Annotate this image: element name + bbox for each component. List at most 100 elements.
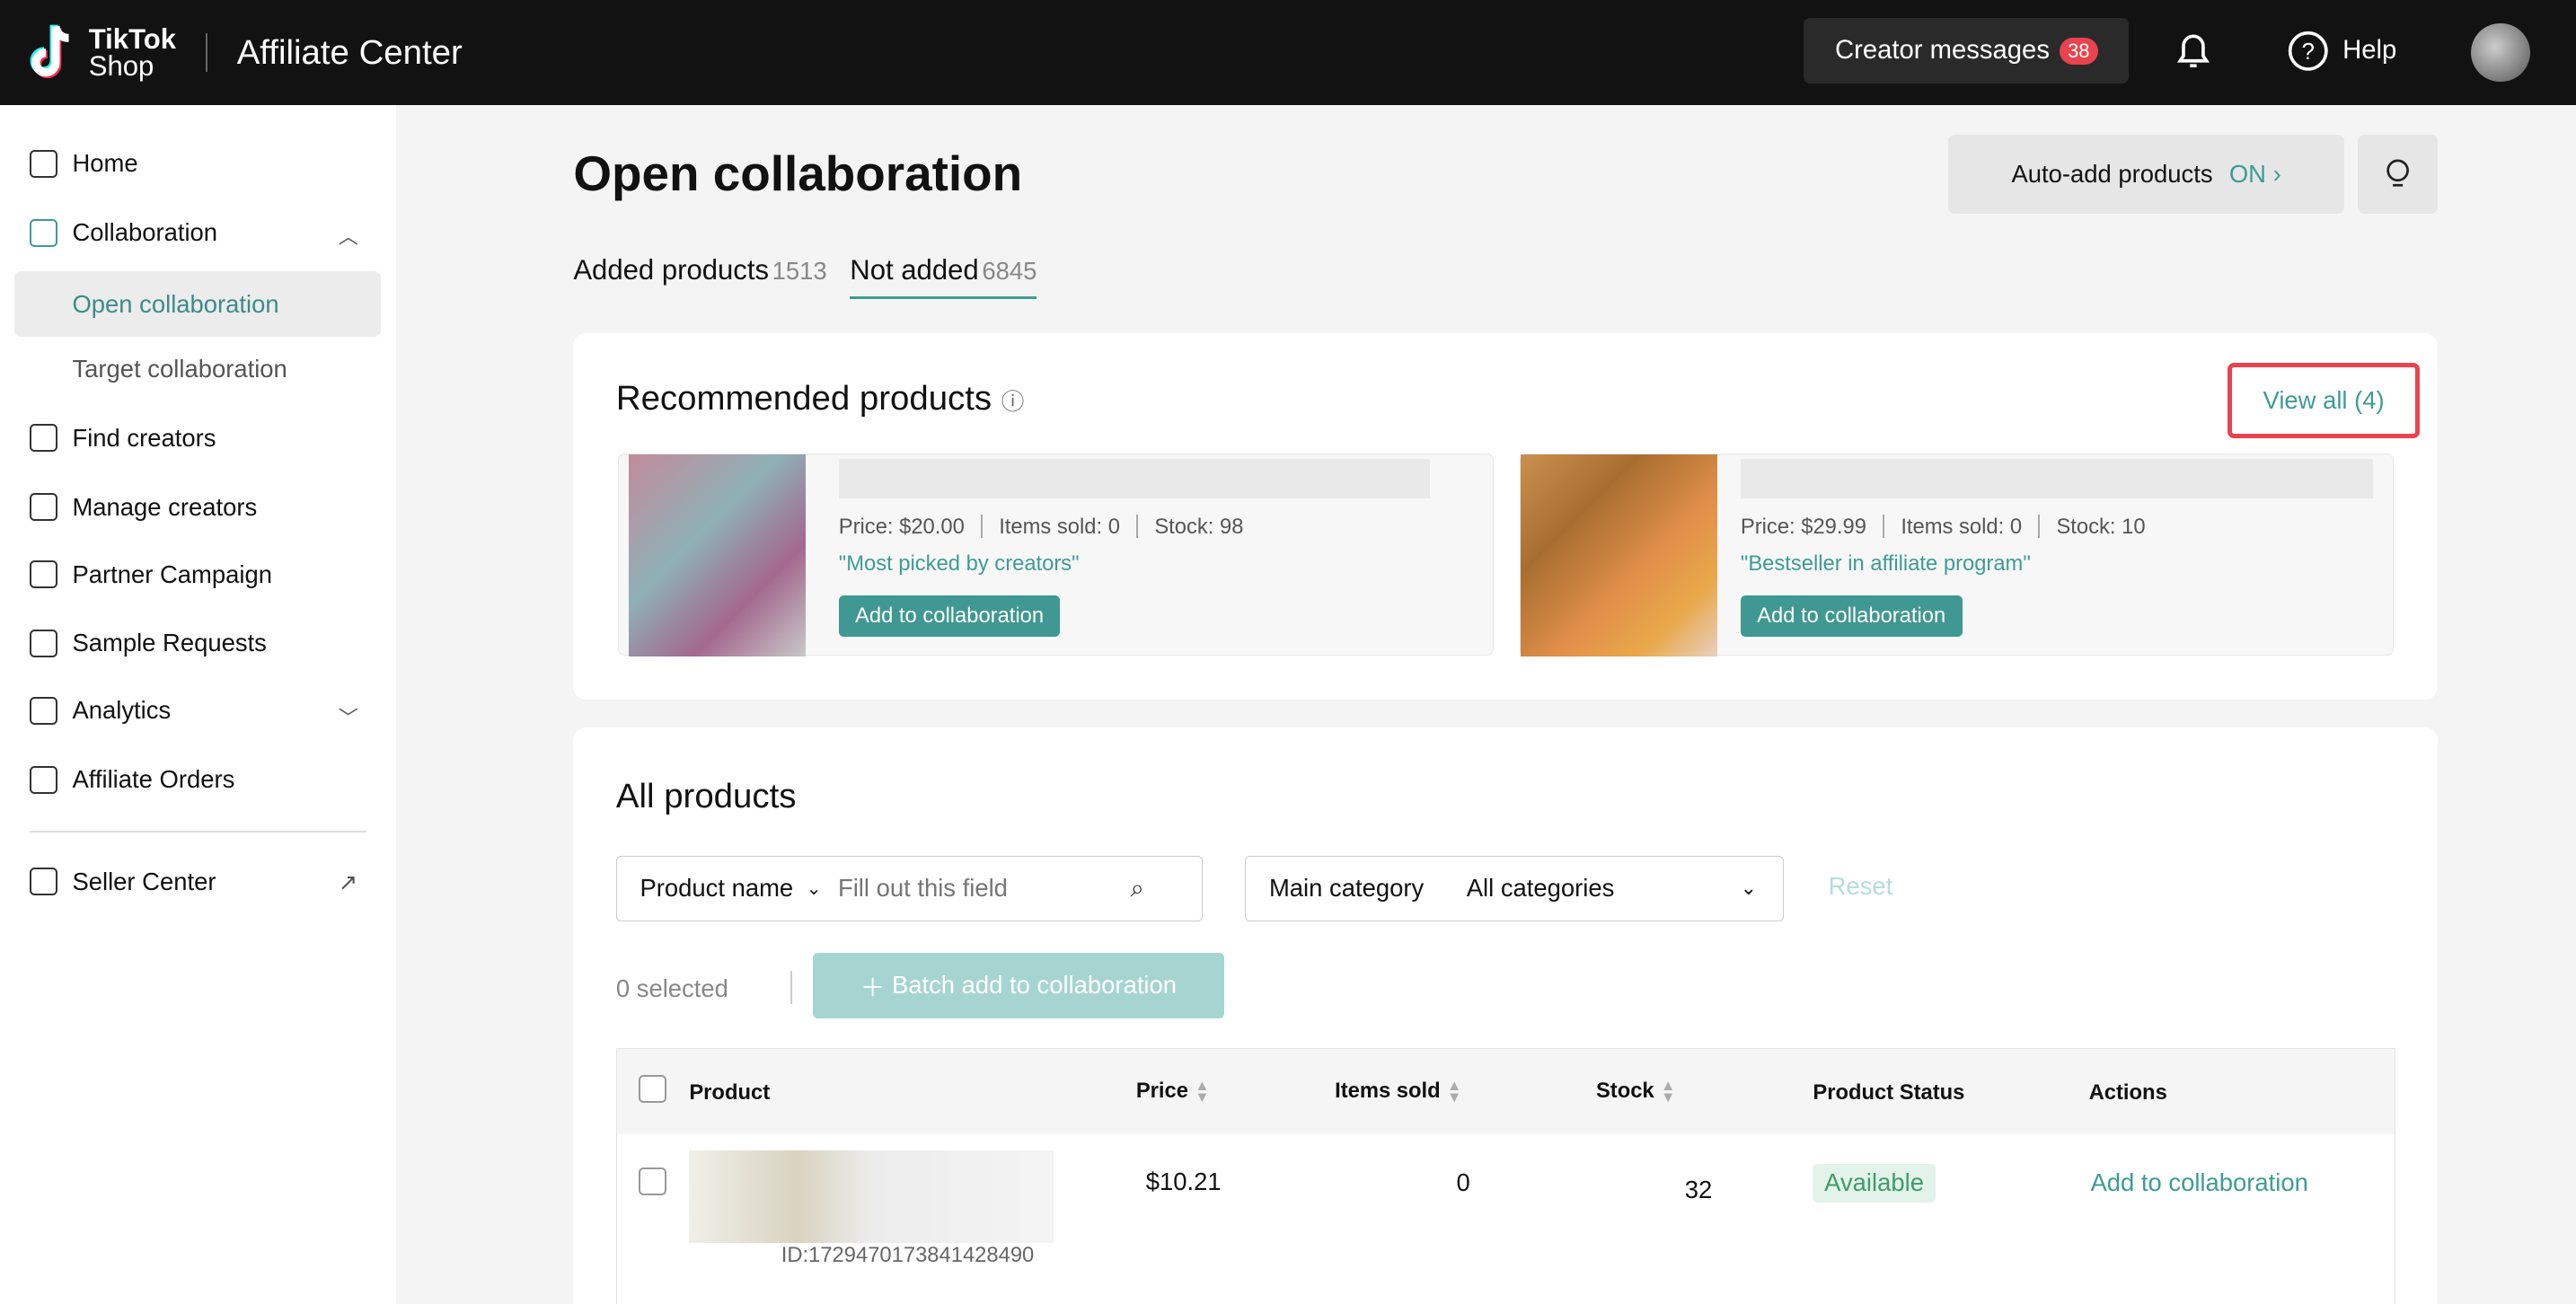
product-id: ID:1729470173841428490 — [781, 1242, 1035, 1267]
sidebar-label: Manage creators — [72, 492, 258, 521]
auto-add-state: ON — [2228, 159, 2266, 188]
add-to-collaboration-button[interactable]: Add to collaboration — [838, 595, 1061, 638]
batch-add-label: Batch add to collaboration — [891, 971, 1178, 1000]
auto-add-products-button[interactable]: Auto-add products ON › — [1948, 134, 2344, 214]
sidebar-item-home[interactable]: Home — [29, 149, 138, 178]
sidebar-item-collaboration[interactable]: Collaboration — [29, 218, 218, 247]
search-input[interactable] — [837, 874, 1117, 903]
product-image — [1520, 454, 1718, 656]
divider — [205, 32, 207, 73]
sidebar-item-affiliate-orders[interactable]: Affiliate Orders — [29, 765, 234, 794]
recommended-product-card: Price: $29.99 Items sold: 0 Stock: 10 "Bes… — [1519, 453, 2394, 656]
tab-added-products[interactable]: Added products 1513 — [573, 254, 826, 299]
chevron-down-icon: ⌄ — [1740, 877, 1758, 900]
message-count-badge: 38 — [2059, 37, 2098, 65]
avatar[interactable] — [2470, 22, 2530, 83]
price: $10.21 — [1145, 1167, 1222, 1195]
stock: Stock: 98 — [1154, 515, 1244, 540]
divider — [29, 831, 366, 833]
home-icon — [29, 149, 57, 178]
svg-text:?: ? — [2302, 40, 2315, 65]
auto-add-label: Auto-add products — [2011, 159, 2213, 188]
sidebar-item-target-collaboration[interactable]: Target collaboration — [72, 355, 287, 383]
help-label: Help — [2342, 36, 2397, 66]
column-price[interactable]: Price ▲ ▼ — [1135, 1077, 1210, 1106]
reset-button[interactable]: Reset — [1828, 872, 1893, 901]
sidebar-label: Home — [72, 149, 138, 178]
product-name-blurred — [1740, 459, 2374, 499]
price: Price: $20.00 — [838, 515, 965, 540]
divider — [790, 970, 792, 1004]
sidebar-label: Seller Center — [72, 867, 216, 895]
column-stock[interactable]: Stock ▲ ▼ — [1595, 1077, 1676, 1106]
add-to-collaboration-button[interactable]: Add to collaboration — [1740, 595, 1963, 638]
creator-messages-label: Creator messages — [1834, 36, 2050, 66]
column-status: Product Status — [1813, 1079, 1965, 1105]
tab-not-added[interactable]: Not added 6845 — [850, 254, 1037, 300]
sidebar-item-sample-requests[interactable]: Sample Requests — [29, 629, 267, 658]
row-checkbox[interactable] — [638, 1167, 666, 1195]
logo-text-shop: Shop — [88, 49, 154, 82]
tab-count: 6845 — [982, 257, 1037, 286]
items-sold: 0 — [1456, 1168, 1470, 1197]
column-actions: Actions — [2088, 1079, 2167, 1105]
batch-add-button[interactable]: ＋ Batch add to collaboration — [813, 952, 1224, 1018]
product-image — [628, 454, 807, 656]
selected-count: 0 selected — [615, 974, 728, 1002]
chevron-down-icon[interactable]: ⌄ — [806, 878, 822, 899]
sort-icon: ▲ ▼ — [1660, 1077, 1676, 1106]
sidebar-item-analytics[interactable]: Analytics — [29, 696, 171, 726]
items-sold: Items sold: 0 — [1901, 515, 2023, 540]
sidebar-label: Collaboration — [72, 218, 218, 247]
sidebar-item-partner-campaign[interactable]: Partner Campaign — [29, 560, 272, 589]
recommended-product-card: Price: $20.00 Items sold: 0 Stock: 98 "Mos… — [617, 453, 1494, 656]
status-badge: Available — [1813, 1163, 1936, 1203]
chevron-up-icon[interactable]: ︿ — [338, 225, 358, 248]
lightbulb-icon — [2386, 159, 2409, 188]
gift-icon — [29, 629, 57, 658]
tiktok-logo-icon — [30, 24, 70, 78]
product-tag: "Most picked by creators" — [838, 551, 1080, 576]
clipboard-icon — [29, 765, 57, 794]
all-products-card: All products Product name ⌄ ⌕ Main catego… — [573, 727, 2439, 1304]
stock: 32 — [1684, 1175, 1713, 1203]
sort-icon: ▲ ▼ — [1195, 1077, 1210, 1106]
lightbulb-button[interactable] — [2357, 134, 2439, 214]
product-image-blurred — [689, 1150, 1054, 1243]
find-creators-icon — [29, 424, 57, 453]
section-title: All products — [615, 777, 797, 816]
app-title: Affiliate Center — [236, 32, 463, 72]
table-row: ID:1729470173841428490 $10.21 0 32 Avail… — [617, 1134, 2395, 1299]
table-header: Product Price ▲ ▼ Items sold ▲ ▼ Stock ▲ ▼ Pro… — [616, 1048, 2395, 1134]
sidebar-item-manage-creators[interactable]: Manage creators — [29, 492, 258, 522]
bell-icon[interactable] — [2174, 30, 2213, 80]
column-items-sold[interactable]: Items sold ▲ ▼ — [1335, 1077, 1462, 1106]
sidebar-item-seller-center[interactable]: Seller Center — [29, 867, 216, 896]
price: Price: $29.99 — [1740, 515, 1866, 540]
select-all-checkbox[interactable] — [638, 1075, 666, 1104]
plus-icon: ＋ — [860, 974, 892, 1002]
chevron-right-icon: › — [2272, 159, 2281, 188]
creator-messages-button[interactable]: Creator messages 38 — [1804, 18, 2130, 84]
view-all-button[interactable]: View all (4) — [2228, 363, 2421, 439]
sidebar-label: Target collaboration — [72, 355, 287, 383]
add-to-collaboration-link[interactable]: Add to collaboration — [2090, 1168, 2308, 1197]
chevron-down-icon[interactable]: ﹀ — [338, 706, 358, 729]
page-title: Open collaboration — [573, 145, 1023, 201]
manage-creators-icon — [29, 493, 57, 522]
help-button[interactable]: ? Help — [2287, 30, 2396, 73]
tab-count: 1513 — [772, 257, 827, 286]
info-icon[interactable]: ⓘ — [1001, 390, 1025, 416]
search-type-select[interactable]: Product name — [640, 874, 794, 903]
tab-label: Added products — [573, 254, 770, 286]
search-icon[interactable]: ⌕ — [1130, 873, 1144, 902]
tiktok-shop-logo[interactable]: TikTok Shop — [26, 22, 176, 84]
analytics-icon — [29, 696, 57, 726]
recommended-products-card: Recommended products ⓘ View all (4) Pric… — [573, 333, 2439, 700]
top-bar: TikTok Shop Affiliate Center Creator mess… — [0, 0, 2576, 106]
sidebar-item-open-collaboration[interactable]: Open collaboration — [14, 270, 382, 337]
main-category-select[interactable]: Main category All categories ⌄ — [1245, 855, 1785, 922]
category-label: Main category — [1268, 874, 1425, 903]
sidebar-item-find-creators[interactable]: Find creators — [29, 424, 216, 453]
external-link-icon[interactable]: ↗ — [338, 869, 358, 895]
